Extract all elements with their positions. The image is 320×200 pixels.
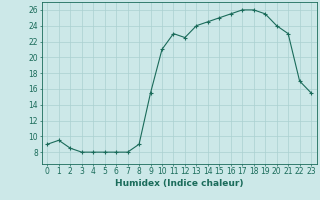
X-axis label: Humidex (Indice chaleur): Humidex (Indice chaleur) bbox=[115, 179, 244, 188]
